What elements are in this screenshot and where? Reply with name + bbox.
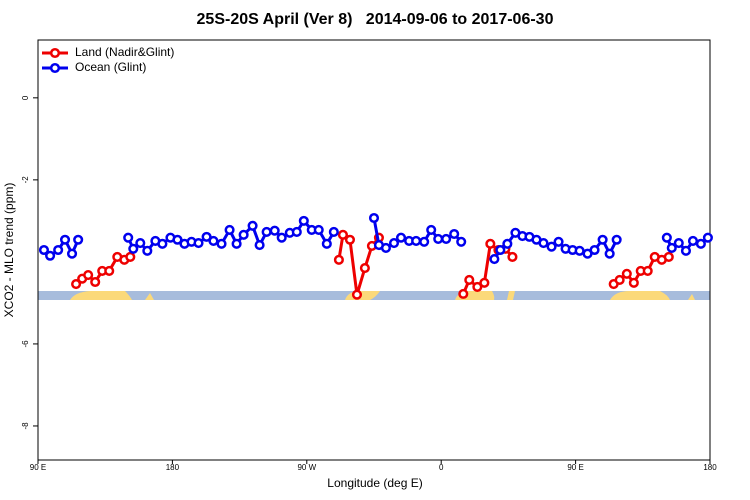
point	[687, 235, 699, 247]
point	[507, 251, 518, 263]
legend-marker	[49, 62, 61, 74]
point	[663, 251, 674, 263]
point	[238, 229, 249, 240]
point	[337, 229, 348, 240]
x-tick-label: 90 W	[297, 463, 316, 472]
point	[90, 276, 101, 288]
point	[489, 253, 500, 265]
point	[359, 262, 370, 274]
legend-label: Land (Nadir&Glint)	[75, 45, 174, 59]
point	[597, 234, 608, 245]
point	[104, 265, 115, 276]
point	[53, 244, 64, 256]
point	[247, 220, 258, 231]
x-axis-label: Longitude (deg E)	[327, 476, 422, 490]
point	[73, 234, 84, 245]
point	[142, 245, 153, 256]
x-tick-label: 90 E	[30, 463, 46, 472]
point	[298, 215, 309, 226]
point	[201, 231, 212, 242]
point	[628, 277, 639, 288]
point	[661, 232, 672, 243]
legend-marker	[49, 47, 61, 59]
x-tick-label: 180	[703, 463, 717, 472]
point	[59, 234, 71, 245]
point	[224, 224, 235, 235]
point	[695, 238, 706, 249]
point	[485, 238, 496, 249]
point	[426, 224, 437, 235]
point	[621, 268, 632, 279]
point	[433, 233, 444, 244]
point	[344, 234, 356, 245]
y-tick-label: -6	[21, 340, 30, 348]
point	[291, 226, 302, 238]
point	[333, 254, 344, 265]
point	[395, 232, 407, 243]
point	[157, 238, 168, 249]
point	[642, 265, 653, 276]
point	[254, 240, 265, 251]
point	[611, 234, 622, 245]
point	[83, 269, 94, 281]
chart-title: 25S-20S April (Ver 8) 2014-09-06 to 2017…	[197, 11, 554, 28]
point	[502, 238, 513, 249]
point	[45, 250, 56, 261]
point	[411, 235, 422, 247]
point	[458, 288, 469, 299]
point	[604, 248, 615, 259]
point	[368, 212, 380, 224]
point	[380, 242, 391, 253]
point	[261, 226, 272, 238]
point	[680, 245, 692, 256]
point	[269, 225, 280, 236]
point	[449, 228, 460, 240]
point	[208, 235, 219, 247]
y-tick-label: -8	[21, 422, 30, 430]
point	[216, 238, 227, 249]
legend-label: Ocean (Glint)	[75, 60, 146, 74]
land-mask-strip	[38, 291, 710, 300]
point	[71, 278, 82, 290]
y-tick-label: 0	[21, 95, 30, 100]
y-axis-label: XCO2 - MLO trend (ppm)	[2, 183, 16, 318]
point	[574, 245, 585, 256]
point	[172, 234, 183, 245]
point	[673, 237, 684, 249]
x-tick-label: 90 E	[567, 463, 583, 472]
point	[276, 232, 287, 243]
point	[495, 244, 506, 256]
point	[313, 224, 324, 235]
point	[538, 237, 549, 249]
point	[351, 289, 363, 300]
point	[589, 244, 600, 256]
point	[328, 226, 339, 238]
point	[125, 251, 136, 263]
point	[614, 274, 625, 285]
point	[388, 237, 400, 249]
point	[123, 232, 134, 243]
point	[231, 238, 242, 249]
point	[546, 241, 557, 252]
point	[456, 236, 467, 247]
x-tick-label: 180	[166, 463, 180, 472]
point	[66, 248, 78, 259]
point	[702, 232, 713, 243]
point	[441, 233, 452, 244]
point	[553, 236, 564, 247]
point	[321, 238, 332, 249]
point	[135, 237, 146, 249]
x-tick-label: 0	[439, 463, 444, 472]
point	[666, 242, 677, 253]
point	[472, 281, 483, 292]
point	[419, 236, 430, 247]
point	[193, 237, 204, 249]
point	[464, 274, 475, 285]
plot-frame	[37, 39, 711, 461]
point	[479, 277, 490, 288]
point	[38, 244, 50, 256]
point	[128, 243, 139, 254]
y-tick-label: -2	[21, 176, 30, 184]
